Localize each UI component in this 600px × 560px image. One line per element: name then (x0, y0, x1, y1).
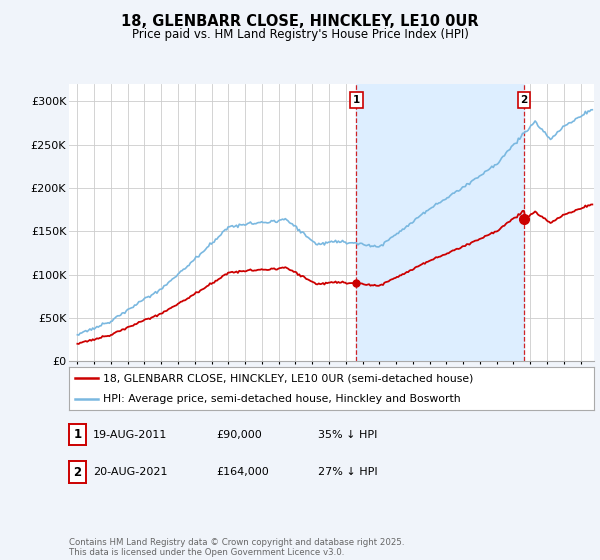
Text: 2: 2 (521, 95, 528, 105)
Text: 19-AUG-2011: 19-AUG-2011 (93, 430, 167, 440)
Text: Price paid vs. HM Land Registry's House Price Index (HPI): Price paid vs. HM Land Registry's House … (131, 28, 469, 41)
Text: £90,000: £90,000 (216, 430, 262, 440)
Bar (356, 84, 524, 361)
Text: 35% ↓ HPI: 35% ↓ HPI (318, 430, 377, 440)
Text: HPI: Average price, semi-detached house, Hinckley and Bosworth: HPI: Average price, semi-detached house,… (103, 394, 461, 404)
Text: Contains HM Land Registry data © Crown copyright and database right 2025.
This d: Contains HM Land Registry data © Crown c… (69, 538, 404, 557)
Text: 18, GLENBARR CLOSE, HINCKLEY, LE10 0UR: 18, GLENBARR CLOSE, HINCKLEY, LE10 0UR (121, 14, 479, 29)
Text: 18, GLENBARR CLOSE, HINCKLEY, LE10 0UR (semi-detached house): 18, GLENBARR CLOSE, HINCKLEY, LE10 0UR (… (103, 373, 473, 383)
Text: 1: 1 (73, 428, 82, 441)
Text: 2: 2 (73, 465, 82, 479)
Text: 1: 1 (353, 95, 360, 105)
Text: £164,000: £164,000 (216, 467, 269, 477)
Text: 27% ↓ HPI: 27% ↓ HPI (318, 467, 377, 477)
Text: 20-AUG-2021: 20-AUG-2021 (93, 467, 167, 477)
